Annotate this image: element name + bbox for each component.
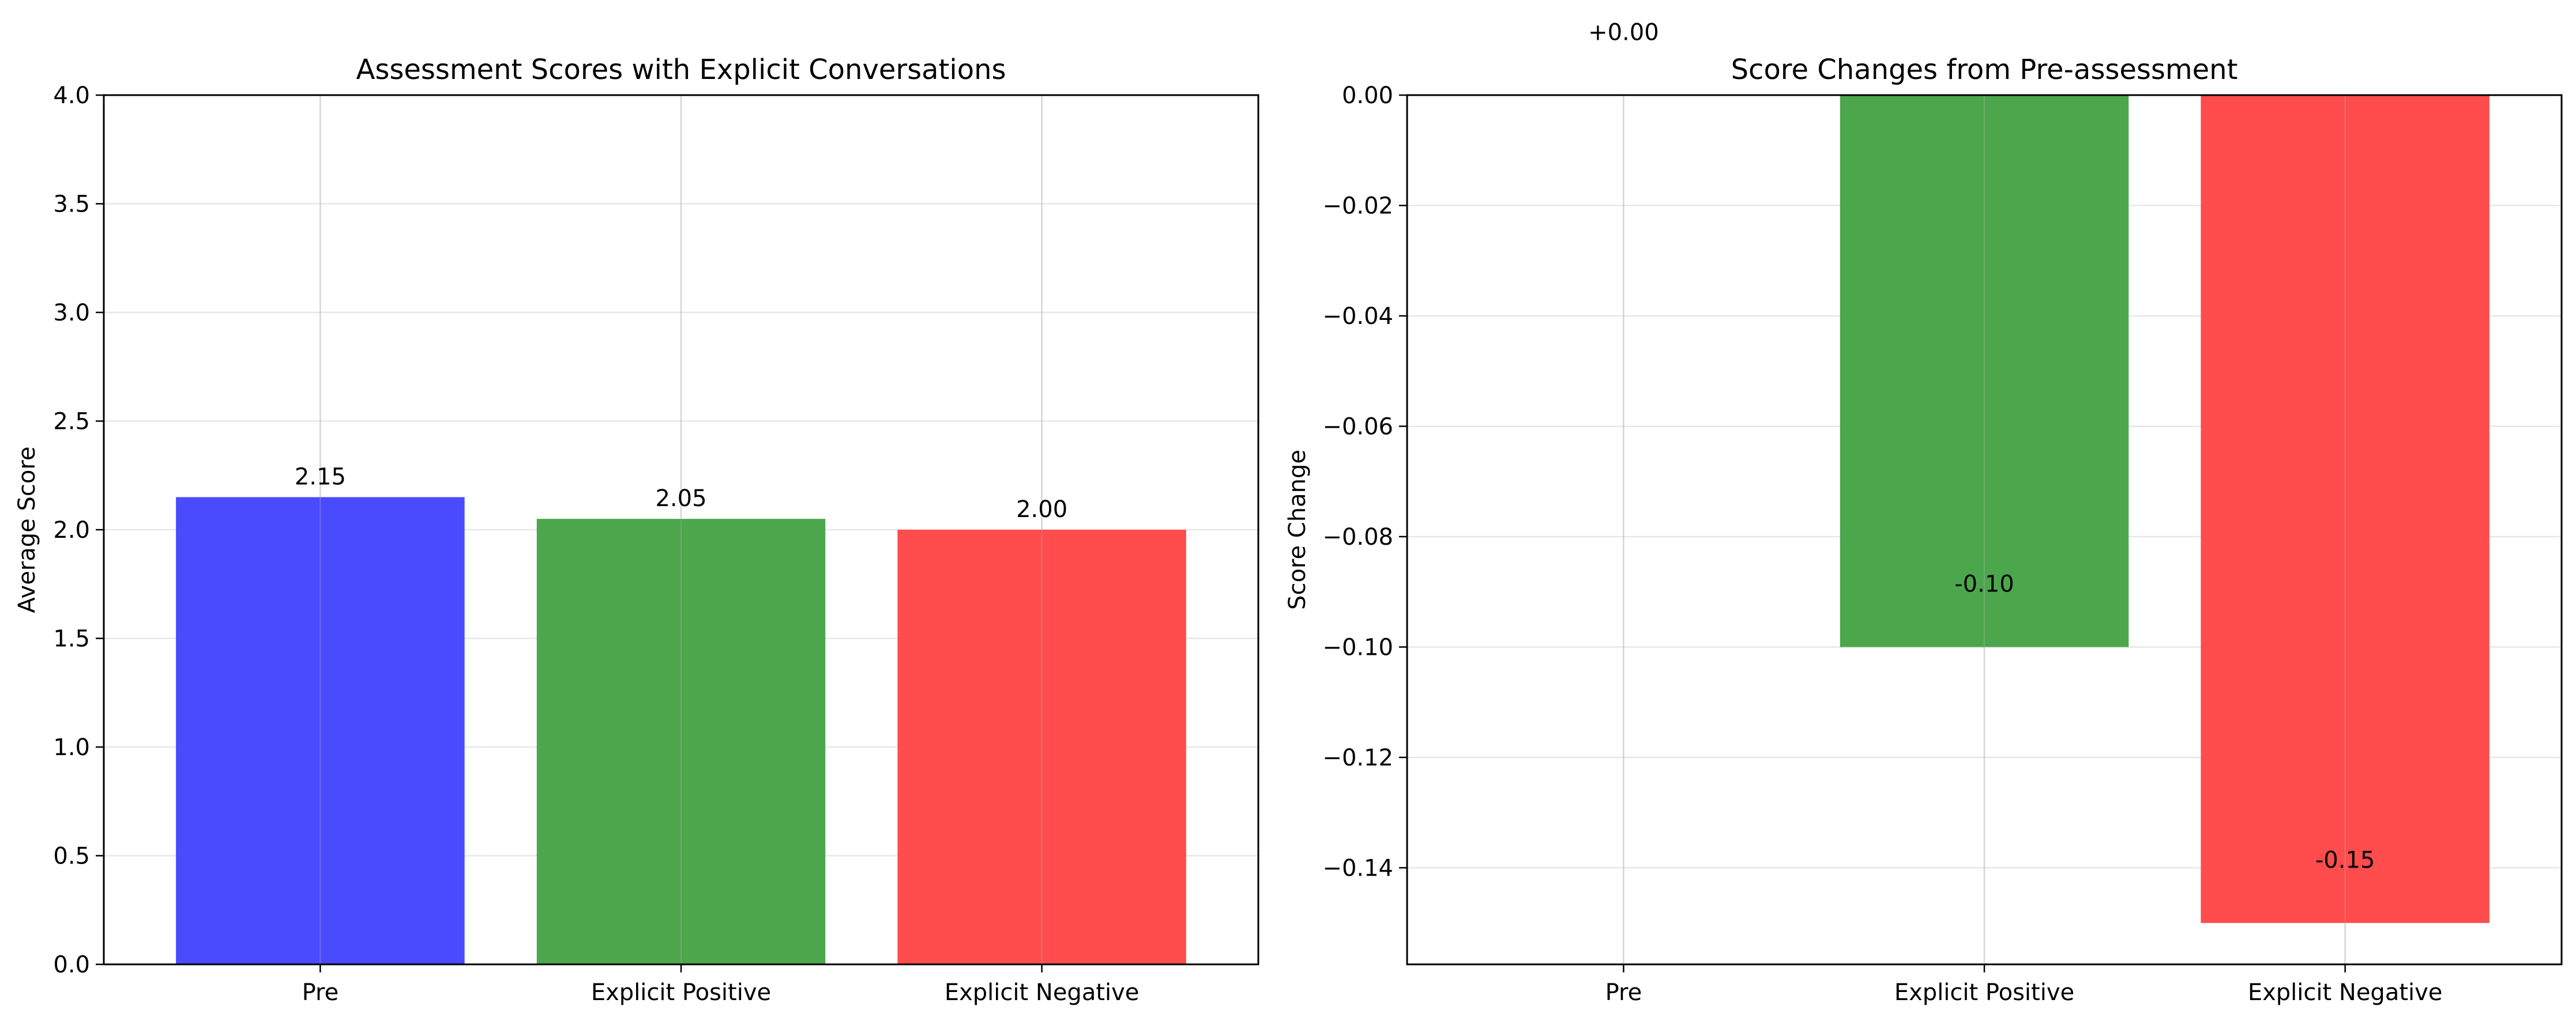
data-label: 2.00 bbox=[1016, 496, 1067, 523]
y-tick-label: 0.00 bbox=[1342, 82, 1393, 109]
data-label: -0.10 bbox=[1954, 571, 2014, 598]
y-tick-label: −0.04 bbox=[1322, 303, 1393, 330]
chart-panel-2: +0.00 -0.10 -0.15 0.00 −0.02 −0.04 −0.06 −0.08 −… bbox=[1284, 19, 2563, 1006]
data-label: -0.15 bbox=[2315, 847, 2375, 873]
data-label: 2.05 bbox=[655, 485, 706, 512]
bar-explicit-negative bbox=[2201, 95, 2489, 923]
chart-title: Score Changes from Pre-assessment bbox=[1731, 54, 2238, 86]
y-tick-label: 1.0 bbox=[53, 734, 90, 761]
chart-title: Assessment Scores with Explicit Conversa… bbox=[356, 54, 1006, 86]
y-tick-label: 0.0 bbox=[53, 952, 90, 978]
y-tick-label: −0.06 bbox=[1322, 413, 1393, 440]
x-tick-label: Pre bbox=[1605, 979, 1642, 1006]
x-tick-label: Explicit Negative bbox=[2248, 979, 2443, 1006]
x-tick-label: Explicit Positive bbox=[591, 979, 771, 1006]
y-axis-label: Score Change bbox=[1284, 450, 1311, 610]
y-tick-label: 0.5 bbox=[53, 843, 90, 870]
bar-explicit-positive bbox=[1840, 95, 2129, 647]
y-tick-label: 3.0 bbox=[53, 300, 90, 326]
y-tick-label: −0.14 bbox=[1322, 855, 1393, 881]
y-tick-label: −0.08 bbox=[1322, 524, 1393, 550]
chart-panel-1: 2.15 2.05 2.00 0.0 0.5 1.0 1.5 2.0 2.5 3.0 3.5 4.0 P… bbox=[14, 54, 1259, 1006]
y-tick-label: −0.12 bbox=[1322, 745, 1393, 771]
bar-explicit-positive bbox=[536, 519, 826, 964]
data-label: 2.15 bbox=[295, 463, 346, 490]
y-tick-label: 2.5 bbox=[53, 409, 90, 435]
bar-pre bbox=[176, 497, 465, 964]
y-tick-label: 2.0 bbox=[53, 517, 90, 544]
y-tick-label: 3.5 bbox=[53, 191, 90, 218]
x-tick-label: Explicit Positive bbox=[1894, 979, 2074, 1006]
y-tick-label: 1.5 bbox=[53, 626, 90, 653]
data-label: +0.00 bbox=[1588, 19, 1659, 46]
x-tick-label: Pre bbox=[302, 979, 339, 1006]
y-tick-label: −0.02 bbox=[1322, 193, 1393, 219]
bar-explicit-negative bbox=[897, 530, 1186, 964]
x-tick-label: Explicit Negative bbox=[945, 979, 1140, 1006]
y-tick-label: −0.10 bbox=[1322, 634, 1393, 661]
y-axis-label: Average Score bbox=[14, 446, 40, 613]
y-tick-label: 4.0 bbox=[53, 82, 90, 109]
